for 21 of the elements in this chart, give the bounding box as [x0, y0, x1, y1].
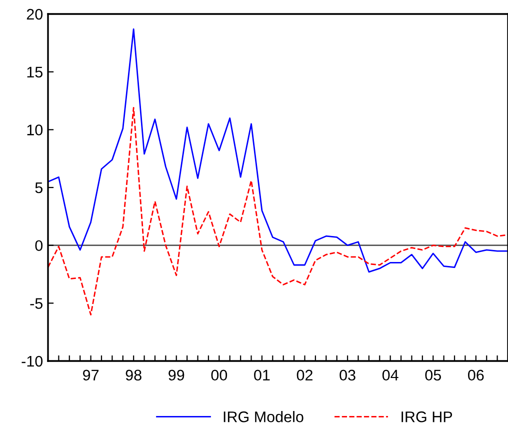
y-tick-label: 10 [27, 124, 43, 136]
x-tick-label: 05 [425, 370, 441, 381]
x-tick-label: 00 [211, 370, 228, 381]
x-tick-label: 98 [126, 370, 142, 381]
legend-label: IRG HP [402, 411, 452, 422]
line-series [48, 106, 508, 316]
x-tick-label: 06 [468, 370, 484, 381]
y-tick-label: 20 [26, 8, 43, 20]
x-tick-label: 04 [382, 370, 398, 381]
y-tick-label: -5 [30, 298, 42, 309]
x-tick-label: 99 [168, 370, 184, 381]
x-tick-label: 97 [83, 370, 99, 381]
line-series [48, 28, 508, 273]
legend-label: IRG Modelo [224, 411, 304, 422]
y-tick-label: 15 [27, 66, 42, 78]
y-tick-label: 5 [35, 182, 42, 194]
x-tick-label: 02 [296, 370, 312, 381]
x-tick-label: 01 [254, 370, 270, 381]
y-tick-label: 0 [35, 240, 43, 252]
y-tick-label: -10 [22, 356, 43, 367]
x-tick-label: 03 [340, 370, 356, 381]
